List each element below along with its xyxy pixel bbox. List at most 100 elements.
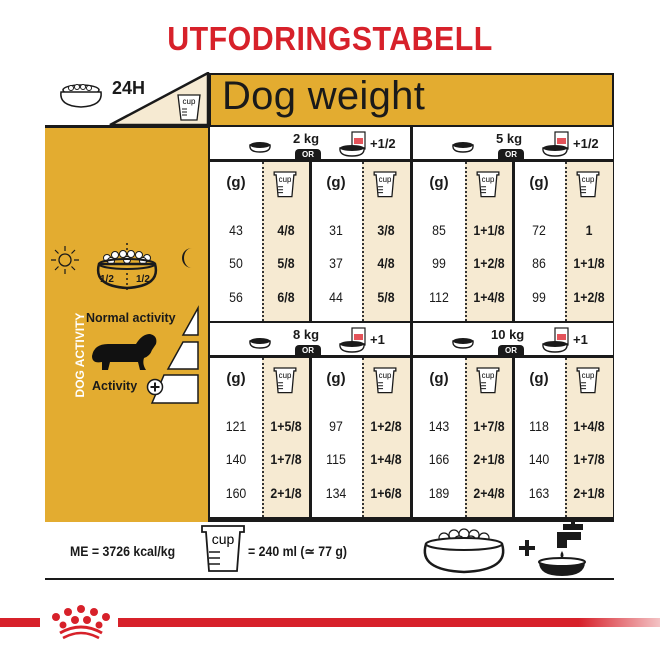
grams-header: (g) [529, 370, 549, 387]
dog-weight-heading: Dog weight [222, 74, 426, 118]
weight-block: 2 kg OR +1/2 (g) cup 43 4/8 50 5/8 56 6/8 (g) cup 31 3… [210, 127, 410, 321]
grams-cell: 97 [329, 418, 343, 434]
grams-header: (g) [529, 174, 549, 191]
weight-label: 10 kg [491, 327, 525, 342]
grams-cell: 99 [432, 255, 446, 271]
cups-cell: 1 [585, 222, 593, 238]
mixed-feeding-column-group: (g) cup 97 1+2/8 115 1+4/8 134 1+6/8 [310, 358, 410, 517]
sun-icon [51, 246, 79, 274]
grams-header: (g) [326, 370, 346, 387]
grams-cell: 134 [325, 485, 347, 501]
cups-cell: 5/8 [377, 289, 395, 305]
wet-food-pouch-icon [338, 130, 370, 163]
grams-header: (g) [226, 174, 246, 191]
cup-icon: cup [272, 170, 298, 204]
grams-cell: 112 [429, 289, 449, 305]
cups-cell: 1+4/8 [573, 418, 605, 434]
wet-food-pouch-icon [541, 130, 573, 163]
weight-block-header: 5 kg OR +1/2 [413, 127, 613, 162]
or-badge: OR [295, 345, 321, 356]
weight-block-header: 2 kg OR +1/2 [210, 127, 410, 162]
grams-cell: 37 [329, 255, 343, 271]
mix-amount-label: +1 [573, 332, 588, 347]
wet-food-pouch-icon [541, 326, 573, 359]
grams-cell: 72 [532, 222, 546, 238]
dry-food-column-group: (g) cup 43 4/8 50 5/8 56 6/8 [210, 162, 310, 321]
dog-silhouette-icon [92, 334, 157, 370]
cup-icon: cup [475, 170, 501, 204]
weight-block-header: 8 kg OR +1 [210, 323, 410, 358]
column-divider [512, 358, 515, 517]
dry-bowl-icon [451, 335, 475, 354]
activity-label: Activity [92, 379, 138, 393]
water-tap-icon [538, 522, 586, 576]
footer-divider [45, 578, 614, 580]
moon-icon [182, 248, 192, 268]
period-label: 24H [112, 78, 146, 98]
mixed-feeding-column-group: (g) cup 31 3/8 37 4/8 44 5/8 [310, 162, 410, 321]
grams-cell: 44 [329, 289, 343, 305]
cups-cell: 2+4/8 [473, 485, 505, 501]
weight-block: 5 kg OR +1/2 (g) cup 85 1+1/8 99 1+2/8 112 1+4/8 (g… [413, 127, 613, 321]
grams-cell: 166 [428, 451, 450, 467]
weight-label: 2 kg [293, 131, 320, 146]
weight-block-header: 10 kg OR +1 [413, 323, 613, 358]
grams-cell: 140 [528, 451, 550, 467]
cups-cell: 1+4/8 [370, 451, 402, 467]
svg-text:cup: cup [482, 371, 495, 380]
grams-header: (g) [326, 174, 346, 191]
cup-icon: cup [201, 525, 245, 572]
cups-cell: 1+2/8 [573, 289, 605, 305]
svg-text:cup: cup [183, 97, 196, 106]
svg-text:cup: cup [482, 175, 495, 184]
cups-cell: 1+2/8 [473, 255, 505, 271]
svg-text:cup: cup [379, 371, 392, 380]
grams-header: (g) [429, 370, 449, 387]
grams-cell: 189 [428, 485, 450, 501]
cups-cell: 2+1/8 [270, 485, 302, 501]
cups-cell: 6/8 [277, 289, 295, 305]
column-divider [309, 162, 312, 321]
mixed-feeding-column-group: (g) cup 118 1+4/8 140 1+7/8 163 2+1/8 [513, 358, 613, 517]
grams-cell: 86 [532, 255, 546, 271]
page-title: UTFODRINGSTABELL [167, 20, 493, 57]
mix-amount-label: +1/2 [573, 136, 599, 151]
grams-cell: 121 [225, 418, 247, 434]
cup-icon: cup [475, 366, 501, 400]
dry-bowl-icon [248, 335, 272, 354]
cups-cell: 3/8 [377, 222, 395, 238]
activity-panel [45, 125, 210, 522]
cups-cell: 2+1/8 [473, 451, 505, 467]
cup-equivalent: = 240 ml (≃ 77 g) [248, 543, 347, 559]
cups-cell: 1+7/8 [473, 418, 505, 434]
plus-icon [519, 540, 535, 556]
svg-text:cup: cup [379, 175, 392, 184]
cup-icon: cup [372, 170, 398, 204]
cups-cell: 1+2/8 [370, 418, 402, 434]
grams-cell: 31 [329, 222, 343, 238]
half-split-bowl-icon [96, 243, 158, 290]
mix-amount-label: +1 [370, 332, 385, 347]
cups-cell: 4/8 [277, 222, 295, 238]
or-badge: OR [498, 149, 524, 160]
or-badge: OR [295, 149, 321, 160]
grams-cell: 160 [225, 485, 247, 501]
weight-block: 10 kg OR +1 (g) cup 143 1+7/8 166 2+1/8 189 2+4/8(… [413, 323, 613, 517]
cups-cell: 1+6/8 [370, 485, 402, 501]
cups-cell: 2+1/8 [573, 485, 605, 501]
grams-cell: 99 [532, 289, 546, 305]
normal-activity-label: Normal activity [86, 311, 176, 325]
split-left-label: 1/2 [100, 274, 114, 285]
grams-cell: 143 [428, 418, 450, 434]
cups-cell: 1+5/8 [270, 418, 302, 434]
grams-cell: 43 [229, 222, 243, 238]
activity-level-steps [150, 305, 199, 404]
dry-food-column-group: (g) cup 85 1+1/8 99 1+2/8 112 1+4/8 [413, 162, 513, 321]
dry-food-column-group: (g) cup 143 1+7/8 166 2+1/8 189 2+4/8 [413, 358, 513, 517]
feeding-table: 2 kg OR +1/2 (g) cup 43 4/8 50 5/8 56 6/8 (g) cup 31 3… [208, 125, 614, 522]
cups-cell: 1+1/8 [473, 222, 505, 238]
cup-icon: cup [272, 366, 298, 400]
grams-cell: 50 [229, 255, 243, 271]
wet-food-pouch-icon [338, 326, 370, 359]
bowl-icon [60, 84, 102, 108]
